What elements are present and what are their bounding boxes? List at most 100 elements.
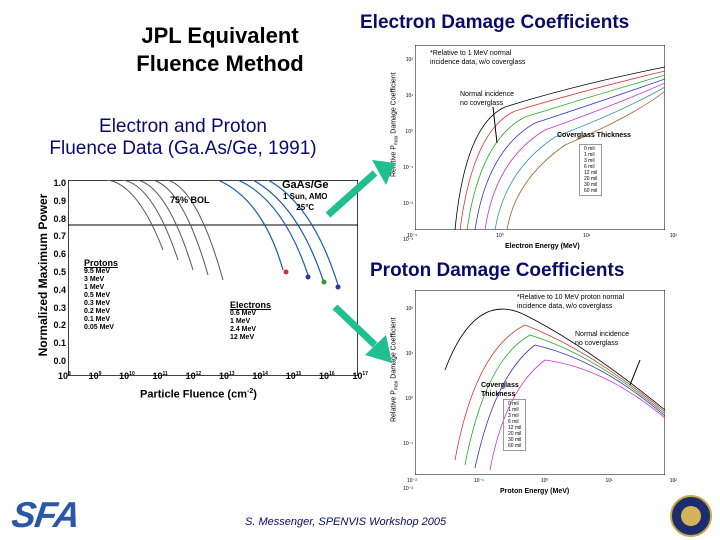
y-tick: 10¹ <box>405 93 413 99</box>
proton-plot <box>415 290 665 475</box>
normal-line2: no coverglass <box>575 340 619 347</box>
protons-legend: Protons 9.5 MeV 3 MeV 1 MeV 0.5 MeV 0.3 … <box>84 258 118 332</box>
y-tick: 10² <box>405 57 413 63</box>
proton-cover-legend: Coverglass Thickness 0 mil 1 mil 3 mil 6… <box>481 381 527 452</box>
y-tick: 1.0 <box>53 178 66 188</box>
electron-curves <box>217 180 339 286</box>
x-ticks: 108 109 1010 1011 1012 1013 1014 1015 10… <box>58 371 368 381</box>
legend-item: 12 MeV <box>230 334 255 341</box>
x-tick: 10¹ <box>605 478 613 484</box>
normal-line2: no coverglass <box>460 100 504 107</box>
y-tick: 10⁻³ <box>403 237 413 243</box>
cover-title-line2: Thickness <box>481 391 516 398</box>
arrow-down-head <box>365 335 392 363</box>
x-tick: 1010 <box>119 371 135 381</box>
temperature: 25°C <box>296 203 315 212</box>
y-tick: 10² <box>405 306 413 312</box>
legend-item: 0.2 MeV <box>84 308 111 315</box>
legend-item: 1 MeV <box>84 284 105 291</box>
legend-item: 2.4 MeV <box>230 326 257 333</box>
protons-title: Protons <box>84 258 119 268</box>
x-tick: 1014 <box>252 371 268 381</box>
cover-title: Coverglass Thickness <box>481 381 526 399</box>
slide-title: JPL Equivalent Fluence Method <box>100 22 340 78</box>
x-tick: 1013 <box>218 371 235 381</box>
electrons-legend: Electrons 0.6 MeV 1 MeV 2.4 MeV 12 MeV <box>230 300 271 342</box>
x-tick: 10⁻² <box>407 478 417 484</box>
arrow-up <box>325 170 378 218</box>
y-tick: 0.3 <box>53 302 66 313</box>
x-tick: 10¹ <box>583 233 591 239</box>
x-axis-label: Particle Fluence (cm-2) <box>140 388 257 401</box>
y-tick: 0.2 <box>53 320 66 331</box>
subtitle-line2: Fluence Data (Ga.As/Ge, 1991) <box>49 138 317 159</box>
cover-item: 12 mil <box>584 170 598 176</box>
fluence-plot <box>68 180 358 376</box>
legend-item: 0.1 MeV <box>84 316 111 323</box>
x-tick: 1012 <box>185 371 202 381</box>
proton-y-ticks: 10² 10¹ 10⁰ 10⁻¹ 10⁻² <box>397 287 413 512</box>
y-tick: 0.1 <box>53 338 66 349</box>
cover-title: Coverglass Thickness <box>557 132 631 139</box>
normal-line1: Normal incidence <box>575 331 630 338</box>
x-tick: 10⁻¹ <box>407 233 417 239</box>
y-tick: 0.9 <box>53 195 66 206</box>
y-tick: 0.0 <box>53 355 66 366</box>
cover-title-line1: Coverglass <box>481 382 519 389</box>
footer-credit: S. Messenger, SPENVIS Workshop 2005 <box>245 516 447 528</box>
legend-item: 3 MeV <box>84 276 105 283</box>
cover-item: 30 mil <box>508 437 522 443</box>
cover-item: 6 mil <box>584 164 595 170</box>
subtitle-line1: Electron and Proton <box>99 116 267 137</box>
x-tick: 1015 <box>285 371 302 381</box>
proton-chart: Relative Pmax Damage Coefficient 10² 10¹… <box>385 285 685 500</box>
y-tick: 10⁰ <box>405 129 413 135</box>
cover-item: 30 mil <box>584 182 598 188</box>
note-line1: *Relative to 1 MeV normal <box>430 50 512 57</box>
proton-x-ticks: 10⁻² 10⁻¹ 10⁰ 10¹ 10² <box>407 478 677 484</box>
slide-title-line2: Fluence Method <box>136 51 304 76</box>
cover-item: 20 mil <box>584 176 598 182</box>
electron-normal-note: Normal incidence no coverglass <box>460 90 514 108</box>
legend-item: 0.6 MeV <box>230 310 257 317</box>
x-tick: 108 <box>58 371 71 381</box>
electron-cover-legend: Coverglass Thickness 0 mil 1 mil 3 mil 6… <box>557 132 631 196</box>
y-tick: 10⁻² <box>403 201 413 207</box>
arrows <box>325 160 395 363</box>
cover-item: 12 mil <box>508 425 522 431</box>
x-tick: 10⁰ <box>540 478 549 484</box>
cover-item: 0 mil <box>508 401 519 407</box>
cover-item: 1 mil <box>584 152 595 158</box>
electrons-title: Electrons <box>230 300 272 310</box>
y-tick: 0.6 <box>53 249 66 260</box>
y-tick: 10¹ <box>405 351 413 357</box>
cover-item: 60 mil <box>508 443 522 449</box>
legend-item: 1 MeV <box>230 318 251 325</box>
electron-note: *Relative to 1 MeV normal incidence data… <box>430 49 525 67</box>
electron-plot <box>415 45 665 230</box>
y-tick: 10⁻¹ <box>403 165 413 171</box>
y-tick: 0.5 <box>53 266 66 277</box>
y-tick: 0.4 <box>53 284 66 295</box>
electron-x-label: Electron Energy (MeV) <box>505 243 580 250</box>
electron-x-ticks: 10⁻¹ 10⁰ 10¹ 10² <box>407 233 677 239</box>
cover-list: 0 mil 1 mil 3 mil 6 mil 12 mil 20 mil 30… <box>503 399 527 451</box>
bol-label: 75% BOL <box>170 195 210 205</box>
x-tick: 1017 <box>352 371 368 381</box>
normal-line1: Normal incidence <box>460 91 515 98</box>
arrow-down <box>332 304 378 348</box>
conditions: 1 Sun, AMO <box>282 192 328 201</box>
arrow-up-head <box>372 160 395 185</box>
x-tick: 109 <box>88 371 102 381</box>
x-tick: 1011 <box>152 371 168 381</box>
legend-item: 0.5 MeV <box>84 292 111 299</box>
legend-item: 0.05 MeV <box>84 324 114 331</box>
cover-item: 3 mil <box>508 413 519 419</box>
sfa-logo-text: SFA <box>9 494 82 535</box>
cover-item: 60 mil <box>584 188 598 194</box>
x-tick: 10⁰ <box>496 233 504 239</box>
note-line2: incidence data, w/o coverglass <box>430 59 526 66</box>
electron-y-ticks: 10² 10¹ 10⁰ 10⁻¹ 10⁻² 10⁻³ <box>397 42 413 258</box>
y-tick: 0.7 <box>53 231 66 242</box>
material: GaAs/Ge <box>282 179 329 191</box>
